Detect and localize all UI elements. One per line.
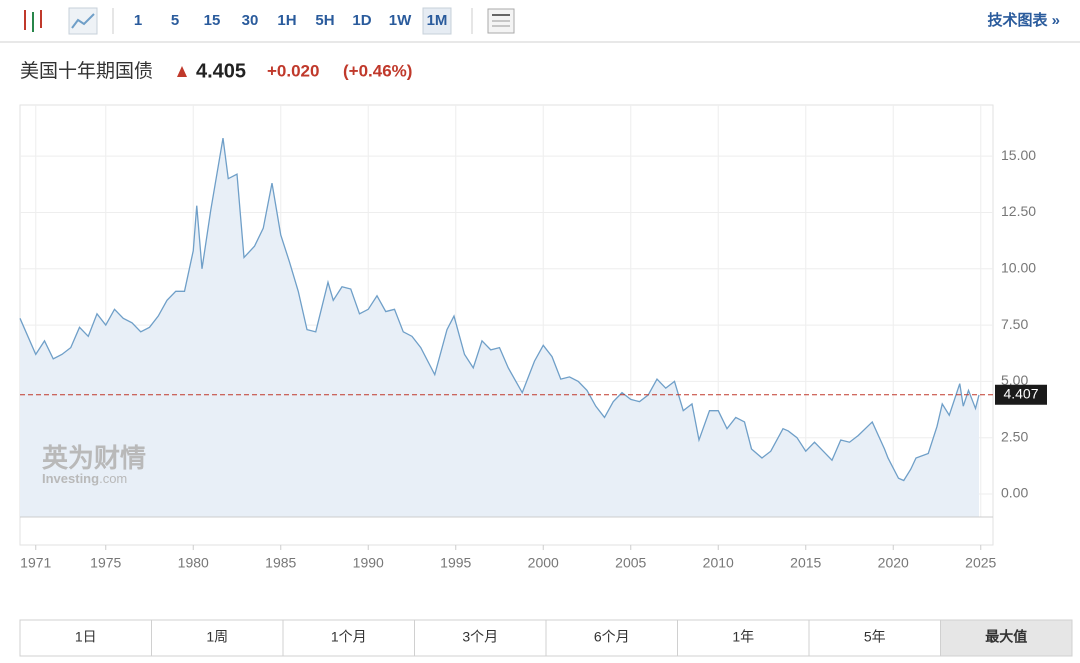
brand-suffix: .com bbox=[99, 471, 127, 486]
range-label[interactable]: 1年 bbox=[732, 629, 754, 645]
range-label[interactable]: 1个月 bbox=[331, 629, 367, 645]
watermark-cn: 英为财情 bbox=[42, 443, 146, 473]
interval-button[interactable]: 5H bbox=[315, 12, 334, 29]
range-label[interactable]: 3个月 bbox=[462, 629, 498, 645]
range-label[interactable]: 1日 bbox=[75, 629, 97, 645]
x-tick-label: 1995 bbox=[440, 555, 471, 571]
x-tick-label: 1990 bbox=[353, 555, 384, 571]
y-tick-label: 15.00 bbox=[1001, 147, 1036, 163]
range-label[interactable]: 最大值 bbox=[985, 629, 1027, 645]
x-tick-label: 1985 bbox=[265, 555, 296, 571]
x-tick-label: 1971 bbox=[20, 555, 51, 571]
current-value-box bbox=[995, 384, 1047, 405]
plot: 1971 1975 1980 1985 1990 1995 2000 2005 2010 2015… bbox=[19, 105, 1047, 571]
x-tick-label: 2005 bbox=[615, 555, 646, 571]
y-tick-label: 2.50 bbox=[1001, 428, 1028, 444]
layout-icon[interactable] bbox=[487, 8, 515, 34]
interval-button[interactable]: 1H bbox=[277, 12, 296, 29]
tech-chart-link[interactable]: 技术图表 » bbox=[987, 11, 1060, 29]
range-button[interactable] bbox=[808, 619, 941, 657]
x-tick-label: 2000 bbox=[528, 555, 559, 571]
up-arrow bbox=[177, 66, 187, 77]
y-tick-label: 7.50 bbox=[1001, 316, 1028, 332]
range-label[interactable]: 5年 bbox=[864, 629, 886, 645]
range-button[interactable] bbox=[151, 619, 284, 657]
range-button[interactable] bbox=[940, 619, 1073, 657]
x-tick-label: 2015 bbox=[790, 555, 821, 571]
price: 4.405 bbox=[196, 60, 246, 82]
area bbox=[20, 138, 979, 518]
interval-button[interactable]: 1 bbox=[134, 12, 142, 29]
y-tick-label: 12.50 bbox=[1001, 203, 1036, 219]
y-tick-label: 5.00 bbox=[1001, 372, 1028, 388]
interval-button[interactable]: 15 bbox=[204, 12, 221, 29]
y-tick-label: 0.00 bbox=[1001, 485, 1028, 501]
range-button[interactable] bbox=[414, 619, 547, 657]
change: +0.020 bbox=[267, 61, 319, 80]
x-tick-label: 2025 bbox=[965, 555, 996, 571]
watermark-brand: Investing.com bbox=[42, 471, 127, 486]
x-tick-label: 2020 bbox=[878, 555, 909, 571]
instrument-name: 美国十年期国债 bbox=[20, 60, 153, 82]
x-tick-label: 1975 bbox=[90, 555, 121, 571]
interval-button[interactable]: 30 bbox=[242, 12, 259, 29]
range-label[interactable]: 6个月 bbox=[594, 629, 630, 645]
range-button[interactable] bbox=[545, 619, 678, 657]
interval-button[interactable]: 5 bbox=[171, 12, 179, 29]
toolbar bbox=[0, 0, 1080, 42]
candle-icon[interactable] bbox=[24, 10, 42, 32]
range-button[interactable] bbox=[282, 619, 415, 657]
current-value-label: 4.407 bbox=[1003, 385, 1038, 401]
interval-button[interactable]: 1W bbox=[389, 12, 412, 29]
active-interval-bg bbox=[422, 7, 452, 35]
range-label[interactable]: 1周 bbox=[206, 629, 228, 645]
line-icon[interactable] bbox=[68, 7, 98, 35]
x-tick-label: 2010 bbox=[703, 555, 734, 571]
interval-button[interactable]: 1M bbox=[427, 12, 448, 29]
line bbox=[19, 138, 980, 482]
y-tick-label: 10.00 bbox=[1001, 259, 1036, 275]
interval-button[interactable]: 1D bbox=[352, 12, 371, 29]
brand: Investing bbox=[42, 471, 99, 486]
x-tick-label: 1980 bbox=[178, 555, 209, 571]
change-percent: (+0.46%) bbox=[343, 61, 412, 80]
range-button[interactable] bbox=[677, 619, 810, 657]
